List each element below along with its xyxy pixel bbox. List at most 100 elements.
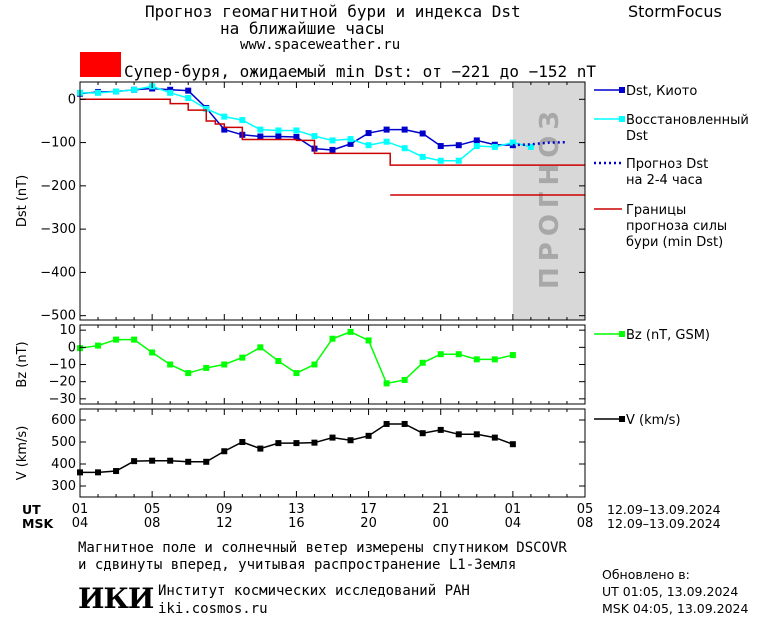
- bz-series-0-point: [383, 380, 390, 387]
- dst-series-3-line: [80, 98, 585, 166]
- v-series-0-point: [239, 439, 246, 445]
- bz-ytick-label: −10: [49, 358, 76, 373]
- dst-ytick-label: −200: [40, 179, 76, 194]
- bz-series-0-point: [365, 337, 372, 344]
- dst-series-1-point: [131, 86, 138, 93]
- v-series-0-point: [401, 420, 408, 427]
- v-series-0-point: [95, 469, 102, 476]
- v-series-0-point: [473, 431, 480, 438]
- v-series-0-point: [113, 468, 120, 475]
- dst-series-1-point: [113, 88, 120, 95]
- dst-legend-label: Dst, Киото: [626, 84, 697, 99]
- bz-series-0-point: [293, 370, 300, 377]
- bz-series-0-point: [275, 358, 282, 365]
- bz-series-0-point: [167, 361, 174, 368]
- msk-date-range: 12.09–13.09.2024: [607, 516, 721, 531]
- v-ytick-label: 300: [51, 479, 76, 494]
- site-url[interactable]: www.spaceweather.ru: [240, 37, 401, 53]
- bounds-2-legend-label: прогноза силы: [626, 219, 727, 234]
- msk-axis-label: MSK: [22, 516, 54, 531]
- bz-ytick-label: −30: [49, 392, 76, 407]
- ut-date-range: 12.09–13.09.2024: [607, 502, 721, 517]
- dst-series-0-point: [293, 133, 300, 140]
- v-series-0-point: [257, 445, 264, 452]
- institute-url[interactable]: iki.cosmos.ru: [158, 601, 268, 617]
- v-series-0-point: [185, 458, 192, 465]
- ut-axis-label: UT: [22, 502, 41, 517]
- dst-series-0-point: [185, 87, 192, 94]
- dst-ytick-label: −400: [40, 265, 76, 280]
- bz-series-0-point: [131, 336, 138, 343]
- dst-series-1-point: [455, 157, 462, 164]
- dst-series-1-line: [80, 85, 532, 162]
- v-series-0-point: [437, 426, 444, 433]
- msk-tick-label: 12: [216, 516, 233, 531]
- v-series-0-point: [275, 440, 282, 447]
- dst-series-1-point: [365, 142, 372, 149]
- dst-series-1-point: [221, 113, 228, 120]
- v-ytick-label: 400: [51, 457, 76, 472]
- footer-note-line1: Магнитное поле и солнечный ветер измерен…: [78, 540, 567, 556]
- v-ytick-label: 600: [51, 413, 76, 428]
- dst-series-1-point: [293, 127, 300, 134]
- bz-series-0-point: [185, 370, 192, 377]
- bz-legend-label: Bz (nT, GSM): [626, 328, 710, 343]
- v-series-0-point: [311, 439, 318, 446]
- v-series-0-point: [509, 441, 516, 448]
- v-series-0-point: [329, 434, 336, 441]
- dst-legend-marker: [619, 87, 625, 93]
- iki-logo: ИКИ: [78, 582, 154, 615]
- v-legend-label: V (km/s): [626, 413, 681, 428]
- forecast-zone: [512, 82, 585, 320]
- bounds-3-legend-label: бури (min Dst): [626, 235, 723, 250]
- v-ytick-label: 500: [51, 435, 76, 450]
- dst-series-0-point: [455, 142, 462, 149]
- ut-tick-label: 21: [432, 502, 449, 517]
- msk-tick-label: 16: [288, 516, 305, 531]
- v-series-0-point: [167, 457, 174, 464]
- msk-tick-label: 04: [72, 516, 89, 531]
- msk-tick-label: 04: [505, 516, 522, 531]
- v-panel-frame: [79, 408, 586, 498]
- dst-series-1-point: [257, 126, 264, 133]
- restored-legend-marker: [619, 116, 625, 122]
- bz-series-0-point: [95, 342, 102, 349]
- v-series-0-point: [347, 437, 354, 444]
- dst-ylabel: Dst (nT): [15, 175, 30, 227]
- bz-series-0-point: [149, 349, 156, 356]
- dst-series-1-point: [509, 139, 516, 146]
- brand-name: StormFocus: [628, 2, 722, 21]
- forecast-1-legend-label: Прогноз Dst: [626, 157, 708, 172]
- bz-series-0-point: [239, 354, 246, 361]
- dst-series-1-point: [329, 137, 336, 144]
- v-series-0-point: [365, 432, 372, 439]
- msk-tick-label: 08: [144, 516, 161, 531]
- v-series-0-point: [221, 448, 228, 455]
- bz-series-0-point: [401, 376, 408, 383]
- dst-series-1-point: [95, 89, 102, 96]
- bz-series-0-point: [311, 361, 318, 368]
- restored-2-legend-label: Dst: [626, 129, 648, 144]
- updated-msk: MSK 04:05, 13.09.2024: [602, 601, 749, 616]
- msk-tick-label: 00: [432, 516, 449, 531]
- ut-tick-label: 01: [72, 502, 89, 517]
- bz-ytick-label: 10: [59, 323, 76, 338]
- dst-series-0-point: [401, 126, 408, 133]
- dst-series-1-point: [203, 105, 210, 112]
- v-ylabel: V (km/s): [15, 426, 30, 481]
- ut-tick-label: 09: [216, 502, 233, 517]
- dst-ytick-label: −500: [40, 309, 76, 324]
- page-title: Прогноз геомагнитной бури и индекса Dst: [145, 2, 521, 21]
- ut-tick-label: 05: [577, 502, 594, 517]
- dst-series-1-point: [311, 133, 318, 140]
- dst-series-0-point: [419, 130, 426, 137]
- bz-legend-marker: [619, 331, 625, 337]
- v-series-0-point: [491, 434, 498, 441]
- v-series-0-point: [419, 430, 426, 437]
- dst-series-0-point: [383, 126, 390, 133]
- bz-series-0-point: [113, 336, 120, 343]
- v-series-0-point: [149, 457, 156, 464]
- dst-ytick-label: 0: [68, 92, 76, 107]
- dst-series-0-point: [473, 137, 480, 144]
- dst-series-0-point: [275, 133, 282, 140]
